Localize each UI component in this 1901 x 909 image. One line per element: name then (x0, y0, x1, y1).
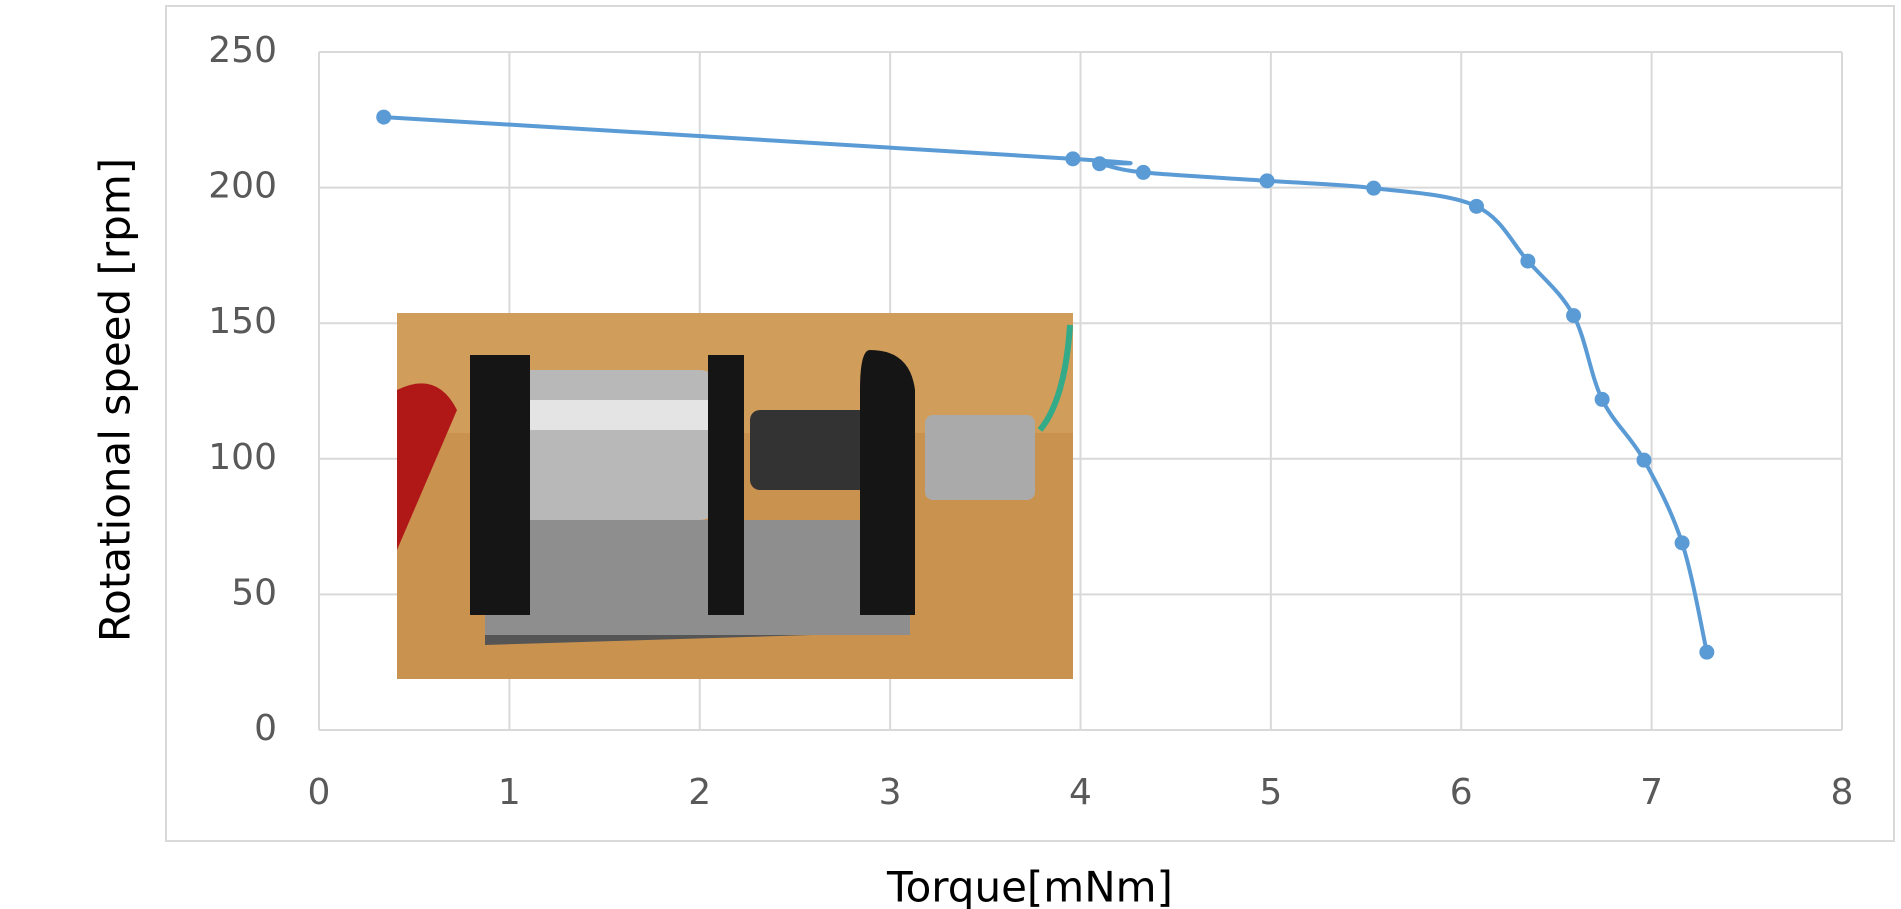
x-tick-label: 5 (1259, 772, 1282, 813)
data-point (1520, 253, 1536, 269)
data-point (1674, 535, 1690, 551)
x-tick-label: 3 (879, 772, 902, 813)
y-tick-label: 50 (231, 572, 277, 613)
y-tick-label: 150 (208, 301, 277, 342)
y-axis-title: Rotational speed [rpm] (91, 158, 140, 642)
data-point (1566, 308, 1582, 324)
x-tick-label: 6 (1450, 772, 1473, 813)
inset-photo (397, 313, 1073, 679)
y-tick-label: 250 (208, 30, 277, 71)
y-tick-label: 0 (254, 708, 277, 749)
x-tick-label: 0 (308, 772, 331, 813)
y-tick-label: 200 (208, 166, 277, 207)
plot (376, 109, 1715, 660)
data-point (1594, 391, 1610, 407)
x-tick-label: 8 (1831, 772, 1854, 813)
data-point (1699, 644, 1715, 660)
data-point (1092, 156, 1108, 172)
x-axis-title: Torque[mNm] (886, 863, 1173, 909)
data-point (376, 109, 392, 125)
y-tick-label: 100 (208, 437, 277, 478)
data-point (1636, 452, 1652, 468)
x-tick-label: 2 (688, 772, 711, 813)
data-point (1135, 164, 1151, 180)
x-tick-label: 4 (1069, 772, 1092, 813)
data-point (1468, 198, 1484, 214)
data-point (1366, 180, 1382, 196)
x-tick-label: 7 (1640, 772, 1663, 813)
data-point (1259, 173, 1275, 189)
x-tick-label: 1 (498, 772, 521, 813)
data-point (1065, 151, 1081, 167)
